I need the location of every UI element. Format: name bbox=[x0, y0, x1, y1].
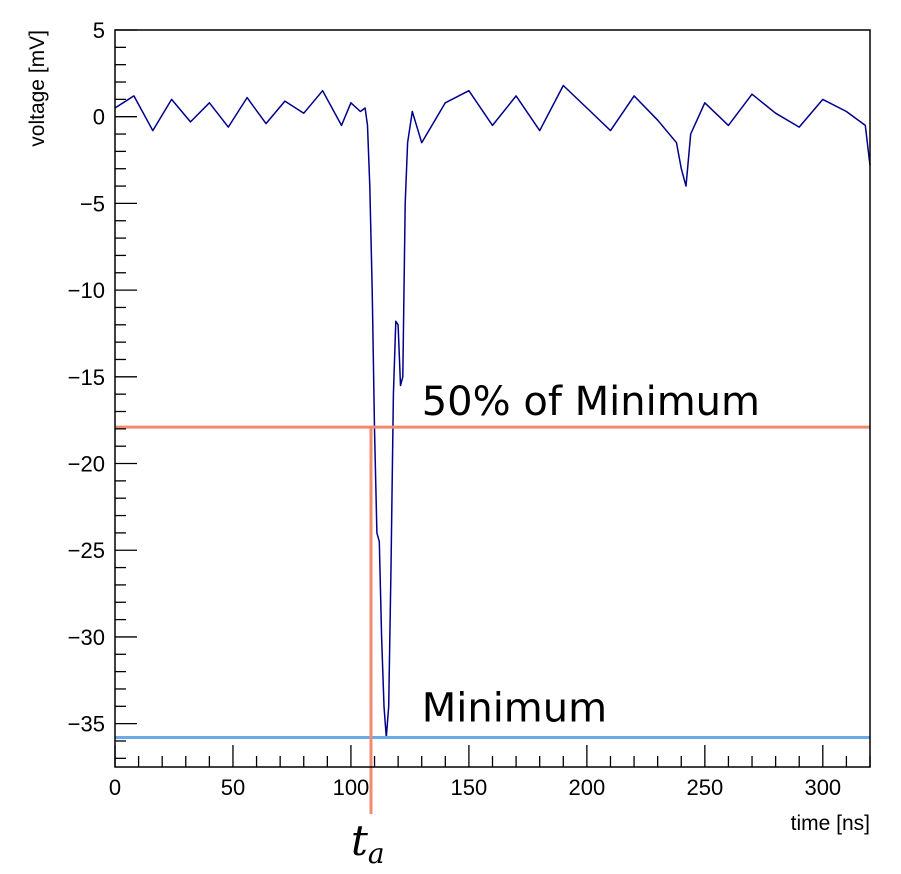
arrival-time-subscript: a bbox=[368, 837, 385, 870]
y-tick-label: 5 bbox=[93, 18, 105, 43]
y-tick-label: −35 bbox=[68, 712, 105, 737]
half-minimum-label: 50% of Minimum bbox=[422, 379, 760, 425]
y-tick-label: 0 bbox=[93, 105, 105, 130]
arrival-time-symbol: t bbox=[351, 816, 368, 865]
x-axis-title: time [ns] bbox=[791, 812, 870, 835]
x-tick-label: 200 bbox=[569, 775, 606, 800]
arrival-time-label: ta bbox=[351, 816, 385, 870]
y-tick-label: −10 bbox=[68, 278, 105, 303]
y-tick-label: −25 bbox=[68, 538, 105, 563]
y-axis-title: voltage [mV] bbox=[26, 30, 49, 147]
waveform-layer bbox=[114, 84, 871, 739]
minimum-label: Minimum bbox=[422, 686, 607, 732]
x-tick-label: 100 bbox=[333, 775, 370, 800]
x-tick-label: 0 bbox=[109, 775, 121, 800]
x-tick-label: 50 bbox=[221, 775, 245, 800]
y-tick-label: −15 bbox=[68, 365, 105, 390]
y-tick-label: −30 bbox=[68, 625, 105, 650]
x-tick-label: 300 bbox=[804, 775, 841, 800]
x-tick-label: 250 bbox=[686, 775, 723, 800]
y-tick-label: −20 bbox=[68, 452, 105, 477]
waveform-trace bbox=[114, 84, 871, 739]
x-tick-label: 150 bbox=[451, 775, 488, 800]
annotation-layer: 50% of Minimum Minimum ta bbox=[115, 379, 870, 870]
y-tick-label: −5 bbox=[80, 191, 105, 216]
